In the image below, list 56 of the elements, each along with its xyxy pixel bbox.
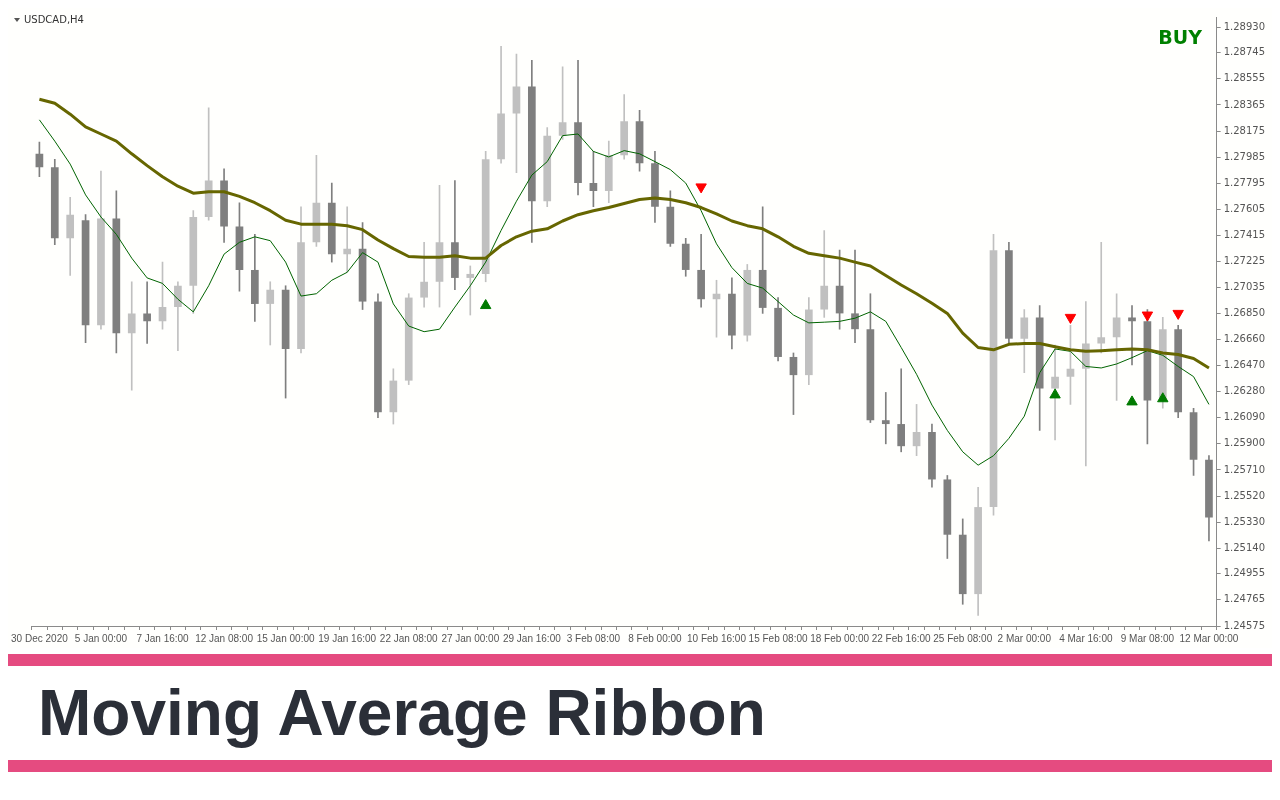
candlestick [143,281,151,344]
x-tick-label: 29 Jan 16:00 [502,632,562,644]
y-tick-label: 1.24575 [1223,619,1266,631]
y-tick-label: 1.28555 [1223,72,1266,84]
candlestick [266,281,275,346]
x-tick-label: 7 Jan 16:00 [136,632,190,644]
candlestick [466,265,475,316]
y-tick-label: 1.26660 [1223,332,1266,344]
x-tick-label: 3 Feb 08:00 [566,632,621,644]
annotation: BUY [1158,26,1202,48]
x-tick-label: 15 Feb 08:00 [748,632,808,644]
y-tick-label: 1.28175 [1223,124,1266,136]
candlestick [343,206,352,273]
candlestick [851,249,859,343]
candlestick [1097,241,1106,354]
x-tick-label: 25 Feb 08:00 [933,632,993,644]
y-tick-label: 1.27985 [1223,150,1266,162]
x-tick-label: 8 Feb 00:00 [628,632,683,644]
y-tick-label: 1.27605 [1223,203,1266,215]
x-tick-label: 12 Jan 08:00 [195,632,254,644]
candlestick [127,281,136,391]
x-tick-label: 27 Jan 00:00 [441,632,500,644]
x-tick-label: 18 Feb 00:00 [810,632,870,644]
y-tick-label: 1.28745 [1223,46,1266,58]
x-tick-label: 19 Jan 16:00 [318,632,377,644]
x-tick-label: 30 Dec 2020 [11,632,69,644]
x-tick-label: 15 Jan 00:00 [256,632,315,644]
x-tick-label: 2 Mar 00:00 [997,632,1052,644]
y-tick-label: 1.28365 [1223,98,1266,110]
x-tick-label: 10 Feb 16:00 [687,632,747,644]
x-tick-label: 12 Mar 00:00 [1179,632,1239,644]
candlestick [881,392,890,445]
y-tick-label: 1.27795 [1223,176,1266,188]
y-tick-label: 1.25900 [1223,437,1266,449]
y-tick-label: 1.27035 [1223,281,1266,293]
y-tick-label: 1.25140 [1223,541,1266,553]
x-tick-label: 22 Jan 08:00 [379,632,439,644]
y-tick-label: 1.25520 [1223,489,1266,501]
x-tick-label: 4 Mar 16:00 [1059,632,1113,644]
text: Moving Average Ribbon [38,677,766,749]
y-tick-label: 1.24765 [1223,593,1266,605]
y-tick-label: 1.28930 [1223,20,1266,32]
y-tick-label: 1.25330 [1223,515,1266,527]
x-tick-label: 9 Mar 08:00 [1120,632,1175,644]
x-tick-label: 22 Feb 16:00 [871,632,932,644]
chart-subtitle: USDCAD,H4 [24,14,84,25]
y-tick-label: 1.26470 [1223,359,1266,371]
candlestick [1128,305,1136,366]
y-tick-label: 1.26090 [1223,411,1266,423]
y-tick-label: 1.27415 [1223,229,1266,241]
y-tick-label: 1.27225 [1223,255,1266,267]
x-tick-label: 5 Jan 00:00 [74,632,128,644]
y-tick-label: 1.26850 [1223,306,1266,318]
y-tick-label: 1.26280 [1223,385,1266,397]
y-tick-label: 1.24955 [1223,567,1266,579]
y-tick-label: 1.25710 [1223,463,1266,475]
